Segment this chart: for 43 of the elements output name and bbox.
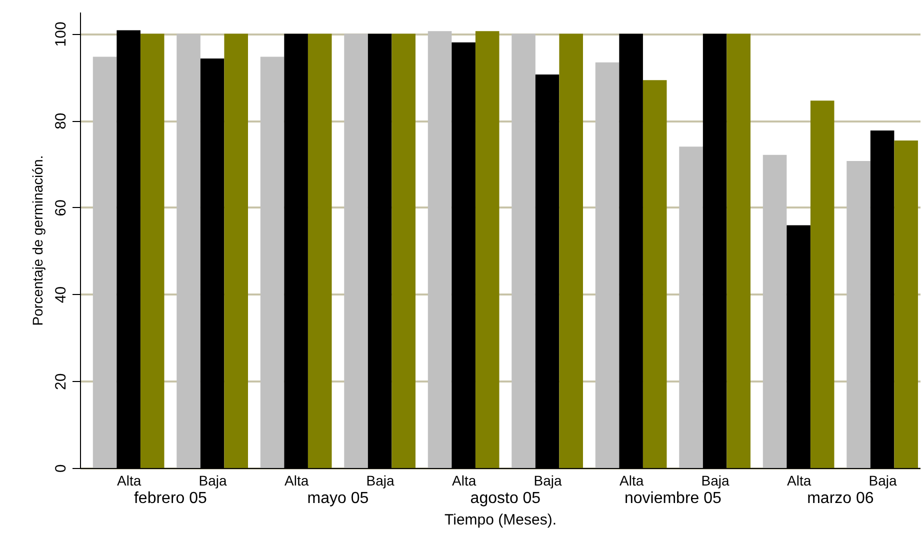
- bar: [726, 34, 750, 468]
- bar: [642, 80, 667, 468]
- bar: [392, 34, 416, 468]
- x-tick-label: Alta: [787, 472, 812, 488]
- bar: [810, 100, 834, 468]
- bar: [512, 34, 536, 468]
- x-tick-label: Baja: [534, 472, 562, 488]
- y-tick-label: 0: [52, 464, 70, 473]
- bar: [559, 34, 583, 468]
- x-axis-title: Tiempo (Meses).: [444, 512, 556, 528]
- bar: [595, 62, 620, 468]
- text: marzo 06: [807, 490, 874, 507]
- text: agosto 05: [470, 490, 541, 507]
- x-tick-label: Baja: [701, 472, 730, 488]
- bar: [679, 146, 703, 468]
- x-tick-label: Alta: [117, 472, 142, 488]
- y-tick-label: 20: [52, 373, 70, 390]
- bar: [762, 154, 787, 468]
- x-tick-label: Alta: [620, 472, 644, 488]
- y-tick-label: 100: [52, 22, 70, 47]
- x-tick-label: Baja: [868, 472, 898, 488]
- bar: [846, 160, 870, 468]
- x-tick-label: Baja: [198, 472, 228, 488]
- bar: [308, 34, 332, 468]
- x-tick-label: Alta: [452, 472, 476, 488]
- bar: [344, 34, 368, 468]
- bar: [260, 56, 284, 468]
- y-axis-title: Porcentaje de germinación.: [30, 155, 46, 326]
- text: febrero 05: [134, 490, 208, 507]
- y-tick-label: 60: [52, 200, 70, 216]
- bar: [176, 34, 200, 468]
- x-tick-label: Baja: [366, 472, 395, 488]
- bar: [140, 34, 164, 468]
- text: mayo 05: [307, 490, 369, 507]
- y-tick-label: 40: [52, 286, 70, 304]
- bar: [475, 31, 500, 468]
- bar: [428, 31, 452, 468]
- text: noviembre 05: [624, 490, 722, 507]
- bar: [92, 56, 117, 468]
- bar: [224, 34, 248, 468]
- bar: [894, 140, 918, 468]
- x-tick-label: Alta: [284, 472, 309, 488]
- y-tick-label: 80: [52, 112, 70, 130]
